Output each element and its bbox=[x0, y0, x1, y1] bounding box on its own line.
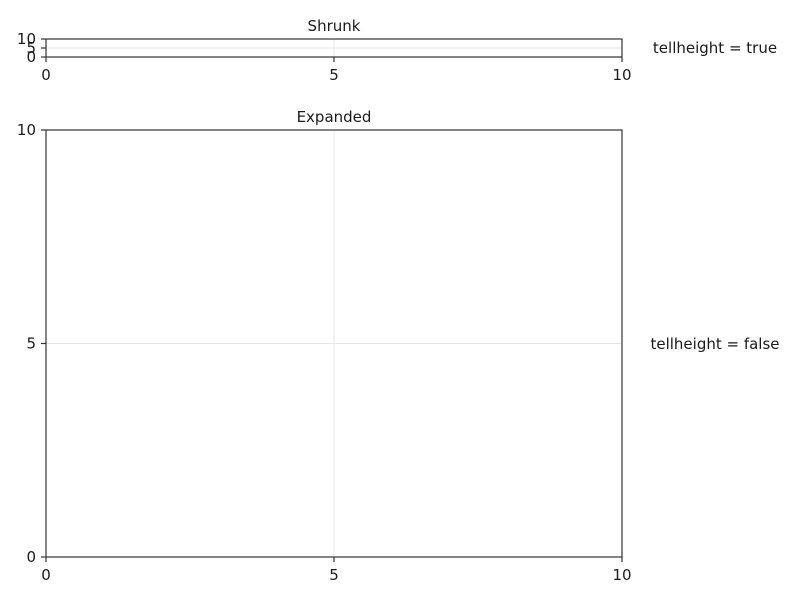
expanded-axis-grid bbox=[45, 129, 623, 558]
expanded-x-tick-label: 5 bbox=[329, 566, 339, 584]
expanded-y-tick-label: 10 bbox=[17, 121, 36, 139]
expanded-x-tick-label: 10 bbox=[612, 566, 631, 584]
shrunk-y-tick-label: 0 bbox=[26, 48, 36, 66]
expanded-x-tick-label: 0 bbox=[41, 566, 51, 584]
expanded-axis-title: Expanded bbox=[297, 108, 372, 126]
shrunk-y-tick-label: 5 bbox=[26, 39, 36, 57]
shrunk-y-tick-label: 10 bbox=[17, 30, 36, 48]
expanded-axis-x-ticks: 0 5 10 bbox=[41, 557, 632, 584]
expanded-axis: Expanded 0 5 10 0 5 10 tellheight = false bbox=[17, 108, 780, 584]
shrunk-side-label: tellheight = true bbox=[653, 39, 777, 57]
shrunk-axis-title: Shrunk bbox=[308, 17, 361, 35]
shrunk-axis-x-ticks: 0 5 10 bbox=[41, 57, 632, 84]
expanded-side-label: tellheight = false bbox=[650, 335, 779, 353]
shrunk-x-tick-label: 10 bbox=[612, 66, 631, 84]
expanded-axis-y-ticks: 0 5 10 bbox=[17, 121, 46, 566]
shrunk-x-tick-label: 5 bbox=[329, 66, 339, 84]
shrunk-axis-grid bbox=[45, 38, 623, 58]
expanded-y-tick-label: 5 bbox=[26, 335, 36, 353]
expanded-y-tick-label: 0 bbox=[26, 548, 36, 566]
shrunk-x-tick-label: 0 bbox=[41, 66, 51, 84]
